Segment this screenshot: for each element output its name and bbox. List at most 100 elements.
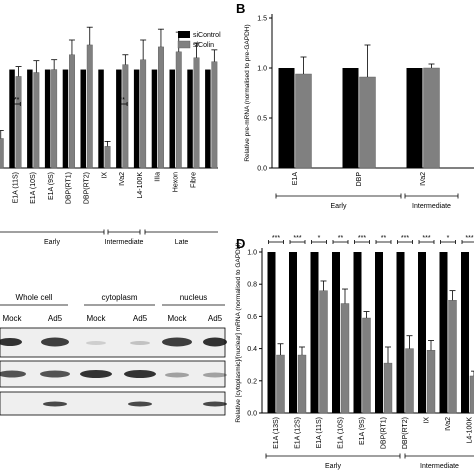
- panel-d-bar-sicontrol: [461, 252, 469, 413]
- panel-d-ytick-label: 0.0: [247, 411, 257, 418]
- panel-a-bar-sicontrol: [187, 69, 193, 168]
- panel-a-bar-sicontrol: [133, 69, 140, 168]
- legend-swatch-sicontrol: [178, 31, 190, 38]
- panel-a-significance-label: ***: [11, 97, 19, 104]
- panel-d-bar-sicolin: [469, 375, 474, 414]
- panel-a-bar-sicontrol: [98, 69, 104, 168]
- blot-lane-label: Mock: [86, 314, 106, 323]
- panel-d-group-label: Intermediate: [420, 463, 459, 470]
- panel-a-group-label: Early: [44, 239, 60, 246]
- panel-b-bar-sicontrol: [278, 68, 295, 168]
- blot-band: [41, 337, 69, 347]
- panel-d-significance-label: ***: [358, 235, 366, 242]
- legend-label-sicontrol: siControl: [193, 32, 221, 39]
- panel-b-ytick-label: 0.0: [257, 166, 267, 173]
- legend-swatch-sicolin: [177, 40, 191, 49]
- blot-lane-label: Ad5: [48, 314, 63, 323]
- blot-band: [162, 337, 192, 347]
- panel-d-ytick-label: 0.4: [247, 346, 257, 353]
- panel-a-bar-sicolin: [86, 44, 93, 169]
- panel-d-category-label: E1A (10S): [338, 417, 345, 449]
- panel-a-bar-sicontrol: [116, 69, 122, 168]
- panel-a-category-label: IIIa: [155, 172, 162, 182]
- panel-d-significance-label: **: [381, 235, 387, 242]
- panel-a-category-label: DBP(RT2): [84, 172, 91, 204]
- panel-a-category-label: DBP(RT1): [66, 172, 73, 204]
- panel-b-ytick-label: 1.5: [257, 16, 267, 23]
- panel-d-ytick-label: 0.6: [247, 314, 257, 321]
- panel-d-significance-label: ***: [422, 235, 430, 242]
- blot-band: [0, 338, 22, 346]
- panel-a-category-label: E1A (9S): [48, 172, 55, 200]
- panel-d-bar-sicolin: [383, 362, 393, 414]
- blot-lane-label: Mock: [2, 314, 22, 323]
- legend-label-sicolin: siColin: [193, 42, 214, 49]
- panel-d-bar-sicolin: [319, 290, 328, 414]
- panel-d-significance-label: ***: [401, 235, 409, 242]
- panel-d-significance-label: *: [447, 235, 450, 242]
- panel-d-bar-sicontrol: [396, 252, 405, 413]
- panel-d-bar-sicolin: [448, 300, 457, 414]
- panel-d-category-label: DBP(RT2): [402, 417, 409, 449]
- blot-band: [80, 370, 112, 378]
- panel-d-ytick-label: 0.2: [247, 378, 257, 385]
- panel-b-group-label: Intermediate: [412, 203, 451, 210]
- panel-d-bar-sicontrol: [267, 252, 276, 413]
- panel-a-bar-sicolin: [140, 59, 147, 169]
- panel-b-category-label: DBP: [356, 172, 363, 187]
- blot-lane-label: Mock: [167, 314, 187, 323]
- panel-d-category-label: E1A (11S): [316, 417, 323, 448]
- blot-band: [43, 401, 67, 407]
- blot-lane-label: Ad5: [133, 314, 148, 323]
- panel-b-category-label: E1A: [292, 172, 299, 186]
- blot-band: [130, 341, 150, 345]
- panel-a-bar-sicolin: [33, 72, 40, 169]
- blot-band: [128, 401, 152, 407]
- panel-a-bar-sicolin: [104, 146, 111, 169]
- panel-a-bar-sicolin: [157, 46, 164, 169]
- panel-a-bar-sicolin: [193, 57, 200, 169]
- panel-d-significance-label: ***: [272, 235, 280, 242]
- blot-band: [203, 337, 227, 347]
- panel-a-bar-sicolin: [51, 69, 58, 169]
- panel-d-category-label: IVa2: [445, 417, 452, 431]
- panel-a-category-label: E1A (11S): [12, 172, 19, 203]
- panel-a-bar-sicontrol: [151, 69, 158, 168]
- panel-d-bar-sicolin: [297, 354, 307, 414]
- blot-header: nucleus: [180, 293, 208, 302]
- panel-a-bar-sicolin: [15, 76, 22, 169]
- blot-band: [0, 370, 26, 378]
- panel-b-bar-sicontrol: [342, 68, 359, 168]
- panel-d-significance-label: **: [338, 235, 344, 242]
- panel-b-bar-sicolin: [423, 67, 440, 169]
- panel-a-bar-sicontrol: [80, 69, 86, 168]
- panel-a-bar-sicontrol: [9, 69, 15, 168]
- blot-band: [203, 401, 227, 407]
- panel-d-bar-sicontrol: [310, 252, 319, 413]
- panel-d-significance-label: ***: [293, 235, 301, 242]
- panel-d-significance-label: *: [318, 235, 321, 242]
- panel-a-category-label: E1A (10S): [30, 172, 37, 204]
- panel-b-ylabel: Relative pre-mRNA (normalised to pre-GAP…: [244, 24, 251, 161]
- panel-d-group-label: Early: [325, 463, 341, 470]
- panel-c-western-blot: Whole cell cytoplasm nucleus Mock Ad5 Mock Ad5…: [0, 293, 227, 416]
- panel-a-bar-sicolin: [175, 51, 182, 169]
- blot-band: [86, 341, 106, 345]
- panel-b: B 0.0 0.5 1.0 1.5 Relative pre-mRNA (normalis…: [236, 1, 474, 210]
- panel-b-group-label: Early: [331, 203, 347, 210]
- panel-a-category-label: Hexon: [173, 172, 180, 192]
- panel-a-bar-sicontrol: [62, 69, 69, 168]
- panel-d-bar-sicontrol: [332, 252, 340, 413]
- panel-d-bar-sicontrol: [418, 252, 426, 413]
- panel-b-ytick-label: 0.5: [257, 116, 267, 123]
- panel-a-bar-sicontrol: [27, 69, 33, 168]
- panel-d-bar-sicontrol: [375, 252, 383, 413]
- panel-d-bar-sicolin: [276, 354, 285, 414]
- blot-strip: [0, 360, 226, 388]
- panel-a-bar-sicolin: [68, 54, 75, 169]
- panel-a-significance-label: **: [119, 97, 125, 104]
- panel-b-bar-sicontrol: [406, 68, 423, 168]
- panel-a-group-label: Late: [175, 239, 189, 246]
- panel-d-bar-sicolin: [340, 303, 350, 414]
